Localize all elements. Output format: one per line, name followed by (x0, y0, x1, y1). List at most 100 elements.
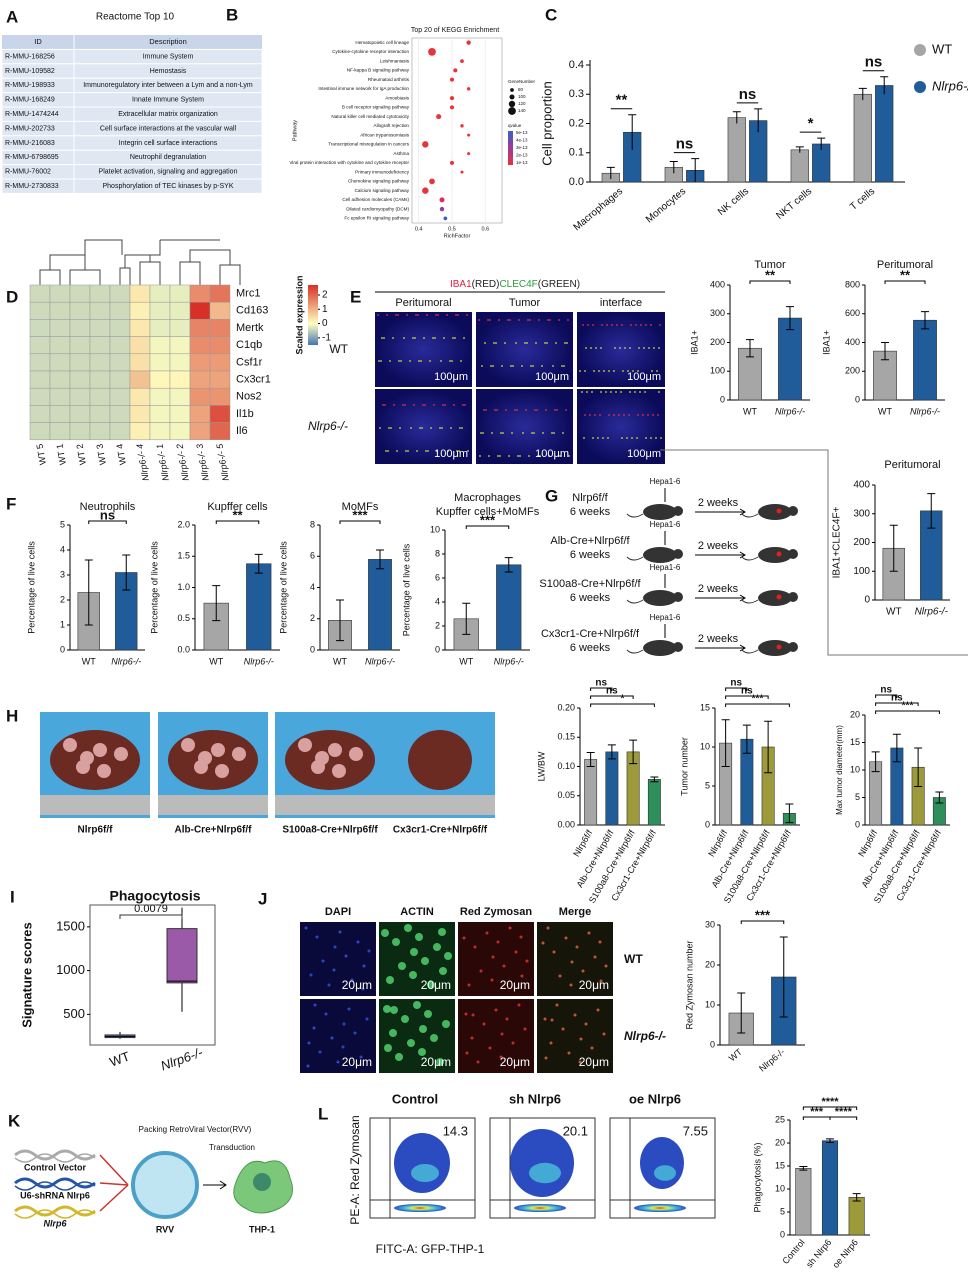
row-label: Mrc1 (236, 288, 260, 300)
flow-density (640, 1137, 684, 1189)
cell (508, 926, 512, 930)
x-tick-label: Nlrp6-/- (159, 1044, 205, 1073)
nodule (63, 738, 77, 752)
y-tick-label: 20 (775, 1137, 785, 1147)
mouse (643, 504, 677, 520)
scale-label: 20μm (421, 978, 451, 992)
speckle (531, 432, 533, 434)
cell (541, 941, 545, 945)
panel-letter: G (545, 486, 558, 505)
column-header: Red Zymosan (460, 906, 532, 918)
speckle (627, 370, 629, 372)
bar (913, 319, 937, 401)
heatmap-cell (149, 319, 171, 337)
speckle (451, 360, 453, 362)
speckle (382, 404, 384, 406)
speckle (450, 427, 452, 429)
speckle (521, 365, 523, 367)
error-bar (669, 161, 678, 174)
bracket (740, 920, 785, 924)
y-axis-label: Percentage of live cells (278, 541, 288, 634)
chart-title: Tumor (754, 259, 786, 271)
speckle (643, 347, 645, 349)
construct-label: U6-shRNA Nlrp6 (20, 1190, 90, 1200)
dot (439, 206, 445, 212)
diagram-title: Packing RetroViral Vector(RVV) (139, 1125, 252, 1134)
particle-label: RVV (156, 1224, 174, 1234)
error-bar (721, 719, 730, 767)
column-label: WT 2 (74, 443, 88, 466)
significance: ns (100, 507, 115, 522)
mouse-head (673, 592, 683, 602)
speckle (422, 404, 424, 406)
cell (561, 1027, 565, 1031)
y-tick-label: 200 (853, 537, 870, 548)
y-tick-label: Primary immunodeficiency (355, 169, 410, 174)
dna (14, 1205, 96, 1217)
speckle (489, 319, 491, 321)
y-tick-label: 10 (430, 524, 440, 534)
speckle (626, 437, 628, 439)
speckle (418, 360, 420, 362)
cell (604, 964, 608, 968)
significance: ns (741, 686, 753, 697)
speckle (522, 432, 524, 434)
cell (511, 1041, 515, 1045)
cell (383, 1005, 391, 1013)
y-tick-label: 0 (310, 644, 315, 654)
speckle (484, 342, 486, 344)
speckle (558, 319, 560, 321)
gate-value: 14.3 (443, 1123, 468, 1138)
cell-line: Hepa1-6 (650, 613, 681, 622)
speckle (407, 450, 409, 452)
speckle (538, 319, 540, 321)
cell (333, 945, 337, 949)
cell (439, 967, 447, 975)
dot (443, 216, 448, 221)
speckle (607, 437, 609, 439)
heatmap-cell (209, 387, 231, 406)
speckle (528, 455, 530, 457)
y-tick-label: 300 (853, 508, 870, 519)
y-tick-label: 0.1 (569, 147, 584, 159)
y-tick-label: Cell adhesion molecules (CAMs) (342, 197, 409, 202)
error-bar (212, 585, 221, 622)
cell (567, 1051, 571, 1055)
bar (875, 85, 894, 183)
y-tick-label: Leishmaniasis (380, 58, 410, 63)
speckle (537, 455, 539, 457)
dot (422, 141, 429, 148)
mouse-tail (626, 649, 644, 654)
y-tick-label: 400 (710, 279, 725, 289)
heatmap-cell (189, 353, 211, 372)
heatmap-cell (189, 422, 211, 441)
error-bar (754, 108, 763, 133)
x-tick-label: Macrophages (572, 186, 625, 233)
y-tick-label: NF-kappa B signaling pathway (347, 68, 410, 73)
cell (494, 1008, 498, 1012)
cell (519, 935, 523, 939)
heatmap-cell (69, 319, 91, 337)
speckle (415, 314, 417, 316)
duration: 2 weeks (698, 540, 739, 552)
bracket (802, 1106, 858, 1110)
tumor (776, 508, 782, 514)
cell (525, 959, 529, 963)
arrow (99, 1184, 129, 1212)
speckle (492, 365, 494, 367)
speckle (637, 414, 639, 416)
x-tick-label: WT (743, 406, 757, 416)
speckle (592, 437, 594, 439)
scale-label: 100μm (627, 371, 661, 383)
speckle (553, 432, 555, 434)
speckle (655, 437, 657, 439)
speckle (652, 414, 654, 416)
significance: ns (595, 678, 607, 689)
title-part: CLEC4F (499, 279, 537, 290)
heatmap-cell (149, 353, 171, 372)
heatmap-cell (29, 405, 51, 423)
speckle (658, 347, 660, 349)
liver (408, 730, 472, 790)
bar (795, 1168, 812, 1236)
ruler (275, 795, 385, 815)
